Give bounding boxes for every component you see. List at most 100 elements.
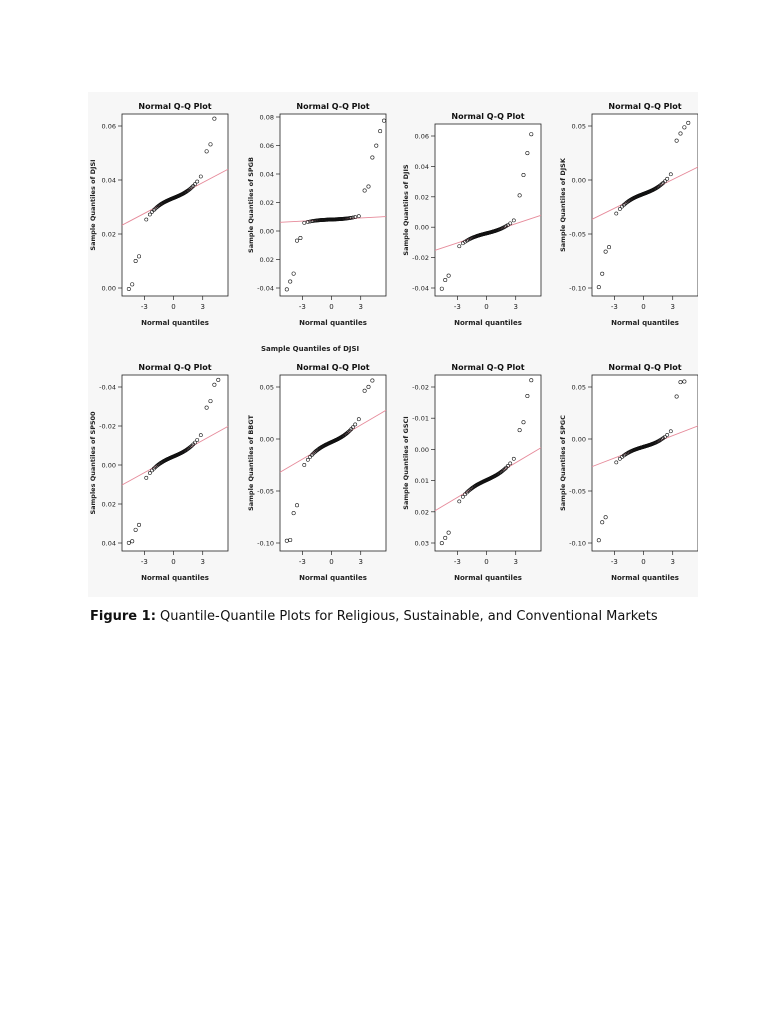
tail-point-high — [374, 143, 379, 148]
plot-title: Normal Q-Q Plot — [608, 102, 681, 111]
y-tick-label: 0.00 — [415, 446, 429, 454]
sample-point — [617, 207, 622, 211]
tail-point-high — [208, 142, 213, 147]
y-tick-label: -0.04 — [257, 285, 274, 293]
sample-point — [665, 176, 670, 181]
tail-point-high — [366, 184, 371, 189]
tail-point-high — [682, 125, 687, 130]
sample-point — [663, 179, 667, 184]
plot-title: Normal Q-Q Plot — [608, 363, 681, 372]
x-tick-label: 3 — [670, 558, 674, 566]
sample-point — [663, 434, 667, 439]
sample-point — [501, 468, 506, 472]
sample-point — [657, 184, 662, 188]
tail-point-high — [517, 428, 522, 433]
x-tick-label: 0 — [329, 558, 333, 566]
y-axis-label: Sample Quantiles of BBGT — [247, 415, 255, 511]
y-tick-label: 0.02 — [260, 256, 274, 264]
x-axis-label: Normal quantiles — [454, 574, 522, 582]
sample-point — [187, 187, 192, 192]
y-axis-label: Sample Quantiles of SPGB — [247, 157, 255, 253]
tail-point-low — [443, 535, 448, 540]
sample-point — [144, 475, 149, 480]
y-tick-label: 0.02 — [102, 231, 116, 239]
tail-point-low — [446, 273, 451, 278]
plot-title: Normal Q-Q Plot — [451, 112, 524, 121]
tail-point-high — [212, 382, 217, 387]
sample-point — [153, 465, 158, 470]
x-axis-label: Normal quantiles — [141, 574, 209, 582]
x-tick-label: 0 — [484, 558, 488, 566]
plot-frame — [591, 113, 698, 297]
tail-point-low — [443, 277, 448, 282]
caption-text: Quantile-Quantile Plots for Religious, S… — [155, 609, 658, 624]
plot-frame — [121, 113, 229, 297]
sample-point — [511, 218, 516, 223]
tail-point-high — [674, 138, 679, 143]
sample-point — [353, 422, 358, 427]
tail-point-low — [603, 249, 608, 254]
tail-point-high — [525, 151, 530, 156]
y-tick-label: -0.02 — [412, 254, 429, 262]
tail-point-high — [216, 377, 221, 382]
tail-point-low — [439, 541, 444, 546]
x-tick-label: 3 — [200, 303, 204, 311]
tail-point-high — [370, 155, 375, 160]
tail-point-low — [126, 287, 131, 292]
y-tick-label: -0.05 — [569, 488, 586, 496]
tail-point-high — [517, 193, 522, 198]
qq-plot-grid: Normal Q-Q Plot Normal quantiles Sample Qu… — [89, 102, 698, 582]
tail-point-high — [525, 394, 530, 399]
tail-point-low — [291, 271, 296, 276]
tail-point-high — [678, 380, 683, 385]
sample-point — [460, 494, 465, 499]
sample-point — [198, 433, 203, 438]
y-axis-label: Sample Quantiles of DJSI — [89, 159, 97, 250]
y-tick-label: 0.05 — [572, 123, 586, 131]
sample-point — [302, 220, 307, 225]
plot-frame — [434, 123, 542, 297]
tail-point-low — [439, 286, 444, 291]
y-axis-label: Sample Quantiles of GSCI — [402, 416, 410, 509]
x-tick-label: -3 — [611, 558, 618, 566]
tail-point-low — [295, 238, 300, 243]
y-tick-label: 0.05 — [572, 384, 586, 392]
x-tick-label: 3 — [513, 303, 517, 311]
x-tick-label: -3 — [454, 558, 461, 566]
x-tick-label: -3 — [141, 303, 148, 311]
sample-point — [356, 417, 361, 422]
x-axis-label: Normal quantiles — [141, 319, 209, 327]
tail-point-high — [204, 405, 209, 410]
y-tick-label: 0.00 — [260, 436, 274, 444]
qq-plot-figure: Normal Q-Q Plot Normal quantiles Sample Qu… — [88, 92, 698, 597]
sample-point — [193, 182, 197, 187]
sample-point — [309, 219, 314, 224]
y-tick-label: -0.04 — [412, 285, 429, 293]
sample-point — [144, 217, 149, 222]
y-tick-label: 0.06 — [102, 123, 116, 131]
plot-frame — [279, 113, 387, 297]
tail-point-high — [208, 399, 213, 404]
sample-point — [349, 215, 354, 220]
tail-point-high — [212, 116, 217, 121]
y-axis-label: Samples Quantiles of SP500 — [89, 411, 97, 515]
y-tick-label: 0.08 — [260, 114, 274, 122]
y-axis-label: Sample Quantiles of DJIS — [402, 164, 410, 255]
sample-point — [188, 186, 193, 191]
sample-point — [187, 445, 192, 450]
y-tick-label: 0.03 — [415, 540, 429, 548]
y-axis-label: Sample Quantiles of DJSK — [559, 157, 567, 252]
sample-point — [614, 460, 619, 465]
x-axis-label: Normal quantiles — [611, 574, 679, 582]
sample-point — [188, 444, 193, 449]
y-tick-label: 0.05 — [260, 384, 274, 392]
y-tick-label: 0.01 — [415, 477, 429, 485]
tail-point-low — [133, 527, 138, 532]
sample-point — [346, 429, 351, 434]
tail-point-low — [603, 515, 608, 520]
x-tick-label: -3 — [299, 558, 306, 566]
y-tick-label: 0.00 — [260, 228, 274, 236]
tail-point-low — [607, 245, 612, 250]
x-tick-label: 3 — [358, 303, 362, 311]
qq-panel-1: Normal Q-Q Plot Normal quantiles Sample Qu… — [89, 102, 229, 327]
